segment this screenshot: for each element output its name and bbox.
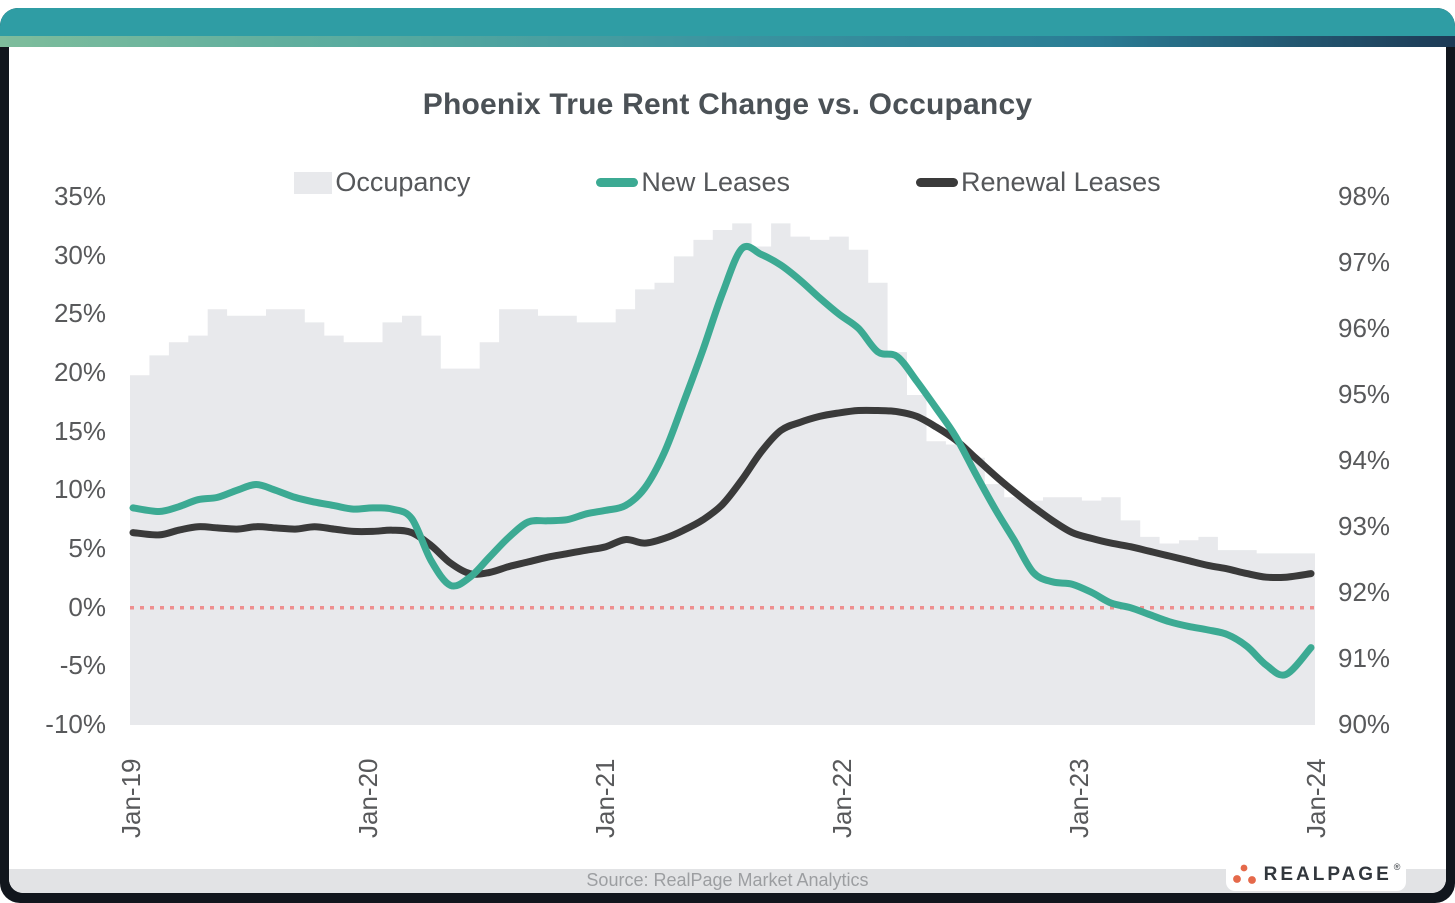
x-axis-label: Jan-22 [827,758,857,839]
left-axis-tick: 15% [53,415,106,446]
occupancy-area [130,223,1315,725]
right-axis-tick: 90% [1338,708,1391,739]
legend-item-new-leases: New Leases [596,167,790,198]
left-axis-tick: 25% [53,298,106,329]
legend-swatch-occupancy [294,171,333,194]
new-leases-line [129,243,1315,679]
x-axis-label: Jan-20 [353,758,383,839]
legend-swatch-new-leases [596,178,639,187]
left-axis-tick: 35% [53,180,106,211]
legend-item-occupancy: Occupancy [294,167,470,198]
left-axis-tick: 30% [53,239,106,270]
right-axis-tick: 98% [1338,180,1391,211]
left-axis-tick: -5% [59,650,106,681]
right-axis-tick: 94% [1338,444,1391,475]
left-axis-tick: 20% [53,356,106,387]
renewal-leases-line [129,406,1315,582]
right-axis-tick: 93% [1338,510,1391,541]
footer-band: Source: RealPage Market Analytics [9,869,1446,893]
legend-swatch-renewal-leases [916,178,959,187]
registered-mark: ® [1393,862,1401,872]
x-axis-label: Jan-19 [116,758,146,839]
chart-card-frame: Source: RealPage Market Analytics [0,8,1455,903]
legend: Occupancy New Leases Renewal Leases [0,167,1455,198]
x-axis-label: Jan-21 [590,758,620,839]
right-axis-tick: 91% [1338,642,1391,673]
right-axis-tick: 97% [1338,246,1391,277]
gradient-accent-strip [0,36,1455,47]
x-axis-label: Jan-24 [1301,758,1331,839]
x-axis-label: Jan-23 [1064,758,1094,839]
right-axis-tick: 96% [1338,312,1391,343]
legend-item-renewal-leases: Renewal Leases [916,167,1161,198]
legend-label: New Leases [641,167,791,197]
left-axis-tick: -10% [45,708,106,739]
realpage-logo-mark [1232,864,1256,884]
top-accent-bar [0,8,1455,36]
legend-label: Occupancy [335,167,471,197]
source-text: Source: RealPage Market Analytics [586,870,869,890]
legend-label: Renewal Leases [961,167,1161,197]
left-axis-tick: 5% [68,532,106,563]
realpage-logo: REALPAGE ® [1226,858,1406,891]
left-axis-tick: 10% [53,474,106,505]
left-axis-tick: 0% [68,591,106,622]
right-axis-tick: 92% [1338,576,1391,607]
chart-title: Phoenix True Rent Change vs. Occupancy [422,88,1033,121]
realpage-logo-text: REALPAGE [1263,863,1392,885]
right-axis-tick: 95% [1338,378,1391,409]
